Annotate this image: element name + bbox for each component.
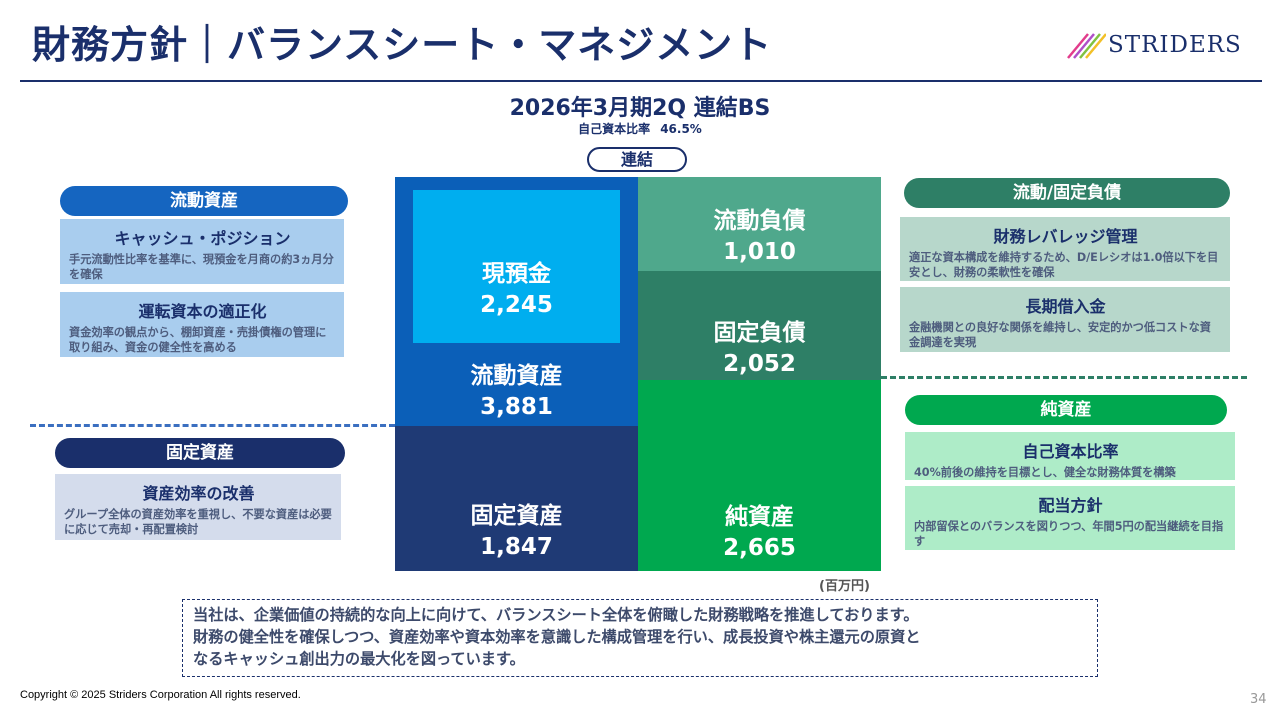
card-desc: 手元流動性比率を基準に、現預金を月商の約3ヵ月分を確保	[69, 253, 334, 281]
working-capital-card: 運転資本の適正化 資金効率の観点から、棚卸資産・売掛債権の管理に取り組み、資金の…	[60, 292, 344, 357]
cash-position-card: キャッシュ・ポジション 手元流動性比率を基準に、現預金を月商の約3ヵ月分を確保	[60, 219, 344, 284]
fixed-assets-pill: 固定資産	[55, 438, 345, 468]
current-assets-value: 3,881	[480, 394, 553, 420]
equity-ratio-line: 自己資本比率 46.5%	[0, 120, 1280, 137]
card-desc: 40%前後の維持を目標とし、健全な財務体質を構築	[914, 466, 1176, 479]
note-line: なるキャッシュ創出力の最大化を図っています。	[193, 650, 525, 668]
card-title: 長期借入金	[1025, 297, 1106, 316]
card-title: 資産効率の改善	[142, 484, 255, 503]
equity-ratio-label: 自己資本比率	[578, 122, 651, 136]
page-title: 財務方針｜バランスシート・マネジメント	[32, 23, 773, 67]
consolidated-badge: 連結	[587, 147, 687, 172]
current-assets-label: 流動資産 3,881	[395, 356, 638, 420]
card-title: 運転資本の適正化	[138, 302, 267, 321]
cash-block: 現預金 2,245	[413, 190, 620, 343]
liabilities-divider-line	[881, 376, 1247, 379]
equity-ratio-value: 46.5%	[660, 122, 702, 136]
cash-value: 2,245	[480, 292, 553, 318]
card-desc: 資金効率の観点から、棚卸資産・売掛債権の管理に取り組み、資金の健全性を高める	[69, 326, 327, 354]
note-line: 財務の健全性を確保しつつ、資産効率や資本効率を意識した構成管理を行い、成長投資や…	[193, 628, 921, 646]
card-title: 自己資本比率	[1022, 442, 1119, 461]
net-assets-pill: 純資産	[905, 395, 1227, 425]
net-assets-block: 純資産 2,665	[638, 380, 881, 571]
fixed-assets-block: 固定資産 1,847	[395, 426, 638, 571]
fixed-liabilities-name: 固定負債	[713, 320, 806, 346]
card-desc: 適正な資本構成を維持するため、D/Eレシオは1.0倍以下を目安とし、財務の柔軟性…	[909, 251, 1219, 279]
note-line: 当社は、企業価値の持続的な向上に向けて、バランスシート全体を俯瞰した財務戦略を推…	[193, 606, 919, 624]
assets-divider-line	[30, 424, 395, 427]
fixed-assets-value: 1,847	[480, 534, 553, 560]
logo-text: STRIDERS	[1108, 32, 1242, 58]
net-assets-value: 2,665	[723, 535, 796, 561]
card-title: 配当方針	[1038, 496, 1103, 515]
card-title: キャッシュ・ポジション	[114, 229, 291, 248]
asset-efficiency-card: 資産効率の改善 グループ全体の資産効率を重視し、不要な資産は必要に応じて売却・再…	[55, 474, 341, 540]
current-assets-pill: 流動資産	[60, 186, 348, 216]
title-divider	[20, 80, 1262, 82]
current-assets-name: 流動資産	[470, 363, 563, 389]
equity-ratio-card: 自己資本比率 40%前後の維持を目標とし、健全な財務体質を構築	[905, 432, 1235, 480]
card-title: 財務レバレッジ管理	[993, 227, 1138, 246]
net-assets-name: 純資産	[725, 504, 794, 530]
card-desc: 金融機関との良好な関係を維持し、安定的かつ低コストな資金調達を実現	[909, 321, 1211, 349]
cash-name: 現預金	[482, 261, 551, 287]
card-desc: グループ全体の資産効率を重視し、不要な資産は必要に応じて売却・再配置検討	[64, 508, 332, 536]
fixed-assets-name: 固定資産	[470, 503, 563, 529]
current-liabilities-name: 流動負債	[713, 208, 806, 234]
current-liabilities-block: 流動負債 1,010	[638, 177, 881, 271]
fixed-liabilities-value: 2,052	[723, 351, 796, 377]
card-desc: 内部留保とのバランスを図りつつ、年間5円の配当継続を目指す	[914, 520, 1224, 548]
leverage-card: 財務レバレッジ管理 適正な資本構成を維持するため、D/Eレシオは1.0倍以下を目…	[900, 217, 1230, 281]
current-liabilities-value: 1,010	[723, 239, 796, 265]
unit-label: (百万円)	[819, 579, 870, 594]
fixed-liabilities-block: 固定負債 2,052	[638, 271, 881, 380]
dividend-policy-card: 配当方針 内部留保とのバランスを図りつつ、年間5円の配当継続を目指す	[905, 486, 1235, 550]
page-number: 34	[1250, 692, 1267, 707]
copyright: Copyright © 2025 Striders Corporation Al…	[20, 689, 301, 701]
liabilities-pill: 流動/固定負債	[904, 178, 1230, 208]
company-logo: STRIDERS	[1066, 28, 1256, 64]
bs-title: 2026年3月期2Q 連結BS	[509, 96, 771, 121]
long-term-loan-card: 長期借入金 金融機関との良好な関係を維持し、安定的かつ低コストな資金調達を実現	[900, 287, 1230, 352]
strides-logo-icon	[1067, 33, 1106, 59]
summary-note: 当社は、企業価値の持続的な向上に向けて、バランスシート全体を俯瞰した財務戦略を推…	[182, 599, 1098, 677]
